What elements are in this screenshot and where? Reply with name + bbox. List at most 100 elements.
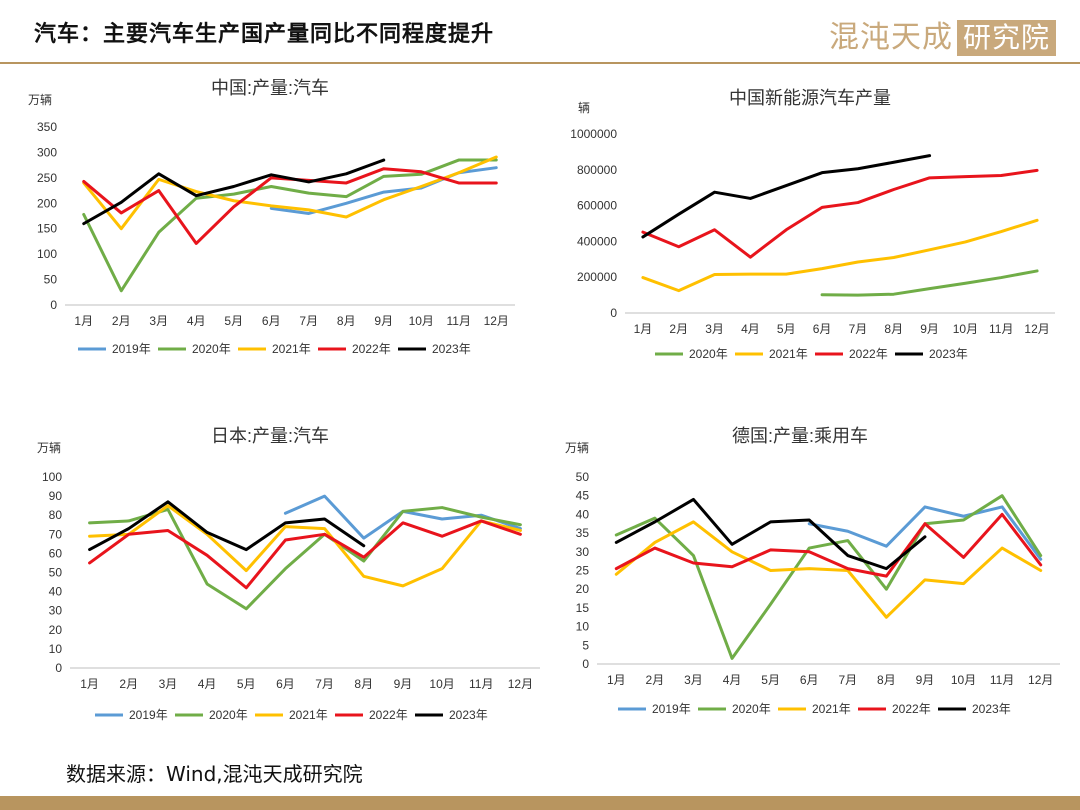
x-tick-label: 9月 (394, 677, 413, 691)
x-tick-label: 7月 (849, 322, 868, 336)
x-tick-label: 9月 (920, 322, 939, 336)
y-tick-label: 20 (49, 623, 63, 637)
series-line-2020年 (82, 158, 498, 293)
legend-label: 2020年 (209, 708, 248, 722)
x-tick-label: 4月 (723, 673, 742, 687)
series-line-2021年 (641, 218, 1039, 293)
y-tick-label: 90 (49, 489, 63, 503)
y-axis-unit: 辆 (578, 101, 590, 115)
x-tick-label: 6月 (800, 673, 819, 687)
chart-title: 中国:产量:汽车 (211, 78, 329, 98)
series-line-2022年 (88, 519, 522, 590)
x-tick-label: 6月 (813, 322, 832, 336)
y-tick-label: 100 (42, 470, 62, 484)
y-tick-label: 250 (37, 171, 57, 185)
y-axis-unit: 万辆 (28, 93, 52, 107)
y-tick-label: 20 (576, 582, 590, 596)
series-line-2023年 (88, 500, 366, 552)
legend-label: 2023年 (972, 702, 1011, 716)
chart-title: 中国新能源汽车产量 (729, 88, 891, 108)
y-tick-label: 100 (37, 247, 57, 261)
y-tick-label: 400000 (577, 234, 617, 248)
legend-label: 2020年 (192, 342, 231, 356)
x-tick-label: 2月 (646, 673, 665, 687)
chart-title: 日本:产量:汽车 (211, 426, 329, 446)
x-tick-label: 12月 (508, 677, 533, 691)
header-divider (0, 62, 1080, 64)
y-tick-label: 150 (37, 222, 57, 236)
y-tick-label: 200000 (577, 270, 617, 284)
legend-label: 2020年 (689, 347, 728, 361)
x-tick-label: 3月 (705, 322, 724, 336)
y-tick-label: 45 (576, 489, 590, 503)
x-tick-label: 11月 (989, 322, 1013, 336)
x-tick-label: 6月 (262, 314, 281, 328)
brand-seal: 研究院 (956, 20, 1056, 56)
legend-label: 2019年 (652, 702, 691, 716)
x-tick-label: 7月 (315, 677, 334, 691)
x-tick-label: 10月 (953, 322, 978, 336)
x-tick-label: 1月 (634, 322, 653, 336)
x-tick-label: 5月 (237, 677, 256, 691)
y-axis-unit: 万辆 (37, 441, 61, 455)
x-tick-label: 3月 (159, 677, 178, 691)
x-tick-label: 4月 (187, 314, 206, 328)
brand-text: 混沌天成 (828, 20, 953, 55)
legend-label: 2020年 (732, 702, 771, 716)
page-title: 汽车：主要汽车生产国产量同比不同程度提升 (34, 22, 495, 47)
y-tick-label: 50 (49, 566, 63, 580)
y-tick-label: 200 (37, 196, 57, 210)
footer-bar (0, 796, 1080, 810)
legend-label: 2021年 (769, 347, 808, 361)
legend-label: 2019年 (129, 708, 168, 722)
y-tick-label: 10 (576, 620, 590, 634)
x-tick-label: 2月 (669, 322, 688, 336)
x-tick-label: 5月 (761, 673, 780, 687)
legend-label: 2019年 (112, 342, 151, 356)
series-line-2022年 (614, 512, 1043, 578)
x-tick-label: 8月 (884, 322, 903, 336)
x-tick-label: 9月 (916, 673, 935, 687)
x-tick-label: 4月 (741, 322, 760, 336)
y-axis-unit: 万辆 (565, 441, 589, 455)
y-tick-label: 40 (49, 585, 63, 599)
legend-label: 2022年 (892, 702, 931, 716)
series-line-2023年 (614, 497, 927, 571)
y-tick-label: 30 (576, 545, 590, 559)
legend-label: 2022年 (352, 342, 391, 356)
series-line-2020年 (820, 269, 1039, 297)
x-tick-label: 7月 (299, 314, 318, 328)
x-tick-label: 3月 (149, 314, 168, 328)
x-tick-label: 9月 (374, 314, 393, 328)
x-tick-label: 6月 (276, 677, 295, 691)
legend-label: 2022年 (849, 347, 888, 361)
x-tick-label: 3月 (684, 673, 703, 687)
legend-label: 2023年 (432, 342, 471, 356)
x-tick-label: 1月 (607, 673, 626, 687)
y-tick-label: 1000000 (570, 127, 617, 141)
y-tick-label: 10 (49, 642, 63, 656)
series-line-2021年 (88, 504, 522, 588)
x-tick-label: 11月 (447, 314, 471, 328)
x-tick-label: 8月 (354, 677, 373, 691)
y-tick-label: 5 (582, 638, 589, 652)
series-line-2021年 (82, 155, 498, 231)
y-tick-label: 0 (50, 298, 57, 312)
y-tick-label: 0 (582, 657, 589, 671)
x-tick-label: 8月 (337, 314, 356, 328)
series-line-2022年 (82, 167, 498, 245)
y-tick-label: 350 (37, 120, 57, 134)
y-tick-label: 70 (49, 527, 63, 541)
x-tick-label: 11月 (990, 673, 1014, 687)
series-line-2022年 (641, 168, 1039, 259)
legend-label: 2023年 (449, 708, 488, 722)
x-tick-label: 1月 (80, 677, 99, 691)
y-tick-label: 300 (37, 145, 57, 159)
x-tick-label: 5月 (777, 322, 796, 336)
series-line-2021年 (614, 520, 1043, 619)
series-line-2023年 (641, 154, 932, 239)
series-line-2020年 (88, 506, 522, 611)
y-tick-label: 15 (576, 601, 590, 615)
brand-logo: 混沌天成 研究院 (829, 12, 1056, 56)
